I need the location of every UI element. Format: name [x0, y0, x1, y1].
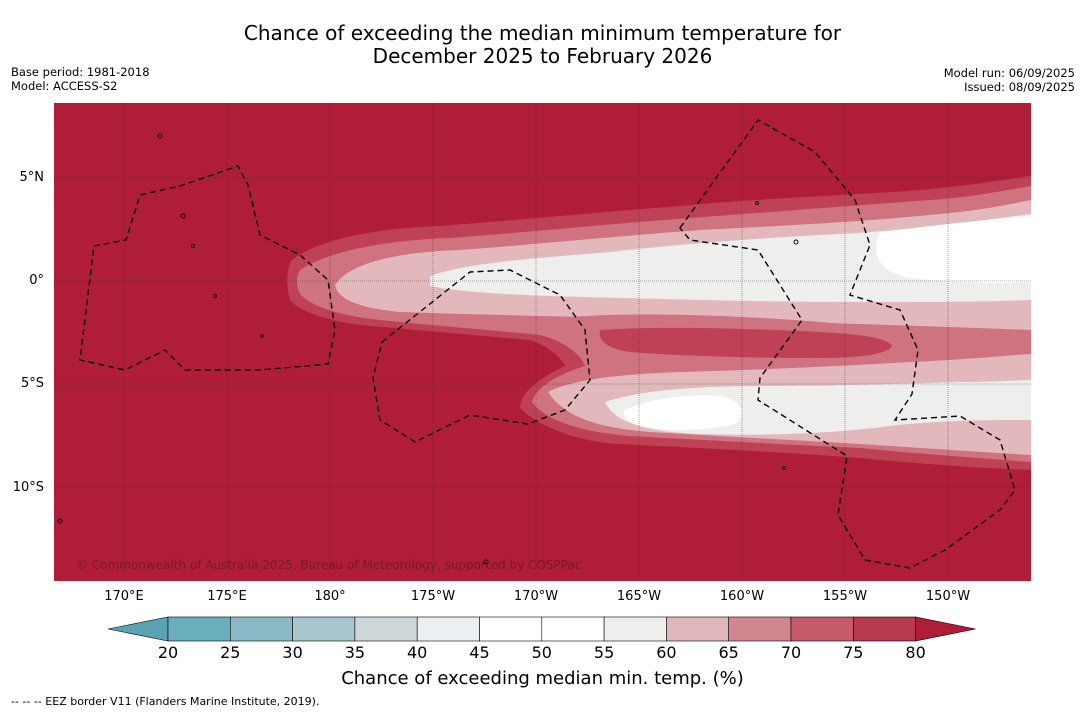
colorbar-segment: [603, 616, 667, 642]
colorbar-tick-label: 80: [905, 643, 926, 662]
map-title: Chance of exceeding the median minimum t…: [0, 22, 1085, 68]
islands: [57, 133, 799, 565]
contour-75-core: [599, 327, 892, 358]
lon-label-175e: 175°E: [207, 589, 247, 604]
colorbar-segment: [790, 616, 854, 642]
colorbar-extend-high: [915, 616, 976, 642]
colorbar-tick-label: 55: [593, 643, 615, 662]
colorbar-extend-low: [107, 616, 169, 642]
colorbar-tick-label: 45: [469, 643, 490, 662]
model-text: Model: ACCESS-S2: [11, 79, 118, 93]
colorbar-tick-label: 20: [157, 643, 179, 662]
contour-55-north: [876, 216, 1031, 283]
lon-label-155w: 155°W: [822, 589, 868, 604]
colorbar-tick-label: 60: [656, 643, 677, 662]
colorbar-segment: [541, 616, 605, 642]
colorbar-tick-label: 50: [531, 643, 552, 662]
lon-label-180: 180°: [314, 589, 346, 604]
lat-label-5s: 5°S: [20, 376, 44, 391]
colorbar-tick-label: 35: [344, 643, 366, 662]
map-gridlines: [54, 103, 1031, 581]
colorbar-segment: [852, 616, 916, 642]
colorbar-tick-label: 75: [843, 643, 864, 662]
eez-borders: [79, 119, 1016, 569]
lon-label-175w: 175°W: [410, 589, 456, 604]
eez-border-east: [679, 119, 1016, 569]
colorbar-segment: [728, 616, 792, 642]
eez-border-central: [372, 269, 591, 443]
eez-footnote: -- -- -- EEZ border V11 (Flanders Marine…: [11, 695, 320, 708]
title-line-2: December 2025 to February 2026: [372, 44, 713, 68]
colorbar-tick-label: 65: [718, 643, 739, 662]
colorbar-segment: [167, 616, 231, 642]
colorbar-tick-label: 40: [407, 643, 428, 662]
lon-label-150w: 150°W: [925, 589, 971, 604]
lon-label-165w: 165°W: [616, 589, 662, 604]
colorbar: [107, 616, 976, 642]
colorbar-segment: [416, 616, 480, 642]
colorbar-tick-label: 30: [282, 643, 303, 662]
meta-left: Base period: 1981-2018 Model: ACCESS-S2: [11, 65, 150, 93]
lat-label-0: 0°: [29, 273, 44, 288]
issued-text: Issued: 08/09/2025: [964, 80, 1075, 94]
colorbar-segment: [230, 616, 293, 642]
meta-right: Model run: 06/09/2025 Issued: 08/09/2025: [944, 66, 1075, 94]
colorbar-tick-label: 25: [220, 643, 241, 662]
contour-55-south: [623, 395, 742, 430]
colorbar-tick-label: 70: [780, 643, 802, 662]
lon-label-170e: 170°E: [104, 589, 144, 604]
lat-label-10s: 10°S: [12, 480, 44, 495]
colorbar-segment: [479, 616, 543, 642]
lon-label-160w: 160°W: [719, 589, 765, 604]
colorbar-title: Chance of exceeding median min. temp. (%…: [341, 668, 744, 689]
title-line-1: Chance of exceeding the median minimum t…: [243, 21, 842, 45]
lat-label-5n: 5°N: [19, 170, 45, 185]
colorbar-segment: [354, 616, 418, 642]
colorbar-segment: [292, 616, 356, 642]
model-run-text: Model run: 06/09/2025: [943, 66, 1075, 80]
base-period-text: Base period: 1981-2018: [11, 65, 150, 79]
lon-label-170w: 170°W: [513, 589, 559, 604]
copyright-text: © Commonwealth of Australia 2025, Bureau…: [76, 558, 582, 572]
colorbar-segment: [666, 616, 730, 642]
